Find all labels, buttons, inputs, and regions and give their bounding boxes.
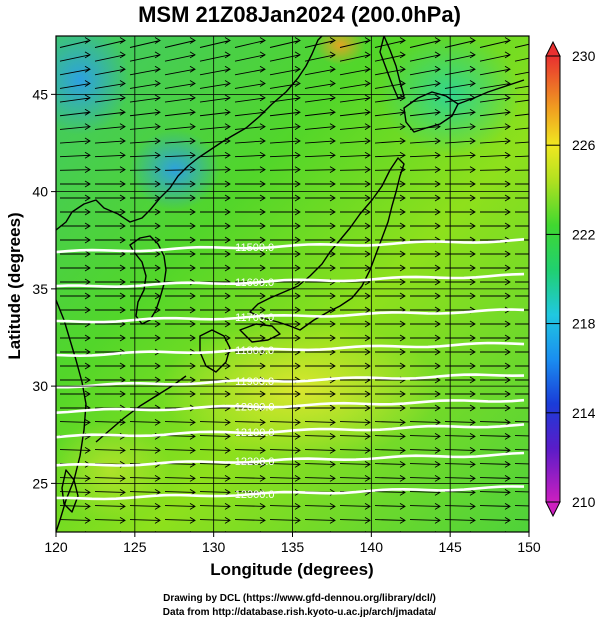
credits: Drawing by DCL (https://www.gfd-dennou.o… [0, 592, 599, 620]
wind-arrow-row [59, 419, 529, 426]
y-tick-label: 35 [32, 281, 48, 297]
x-tick-label: 135 [281, 539, 305, 555]
contour-line [56, 373, 525, 389]
wind-arrow-row [59, 94, 529, 103]
credit-data: Data from http://database.rish.kyoto-u.a… [162, 607, 437, 618]
coastline-sakhalin [379, 36, 405, 99]
contour-label: 11800.0 [235, 345, 274, 357]
contour-line [56, 398, 525, 415]
contour-line [56, 341, 525, 358]
colorbar-tick-label: 214 [572, 405, 596, 421]
wind-arrow-row [59, 37, 529, 48]
colorbar-min-arrow [545, 501, 561, 518]
colorbar-tick-label: 230 [572, 48, 596, 64]
contour-label: 11600.0 [235, 277, 274, 289]
x-tick-label: 145 [438, 539, 462, 555]
height-contours: 11500.0 11600.0 11700.0 11800.0 11900.0 12000… [56, 238, 525, 501]
coastline-taiwan [61, 469, 79, 513]
colorbar-tick-label: 218 [572, 316, 596, 332]
map-figure: 11500.0 11600.0 11700.0 11800.0 11900.0 12000… [5, 35, 596, 579]
wind-arrow-row [59, 517, 529, 524]
wind-arrow-row [60, 362, 529, 370]
coastline-japan-shikoku [239, 323, 281, 343]
colorbar-tick-label: 222 [572, 226, 596, 242]
wind-arrow-row [59, 65, 529, 76]
wind-arrow-row [59, 123, 529, 130]
y-tick-label: 45 [32, 86, 48, 102]
wind-arrow-row [60, 390, 529, 398]
wind-arrow-row [60, 292, 529, 300]
contour-label: 11900.0 [235, 376, 274, 388]
coastline-asia-mainland [56, 36, 323, 231]
map-title: MSM 21Z08Jan2024 (200.0hPa) [138, 2, 461, 27]
y-axis: 25 30 35 40 45 [32, 86, 56, 491]
contour-label: 12200.0 [235, 456, 275, 468]
x-tick-label: 150 [517, 539, 541, 555]
wind-arrow-row [60, 222, 529, 230]
contour-line [56, 272, 525, 289]
contour-line [56, 485, 525, 501]
wind-arrow-row [59, 447, 529, 454]
contour-line [56, 423, 525, 439]
credit-drawing: Drawing by DCL (https://www.gfd-dennou.o… [163, 593, 436, 604]
wind-arrow-row [59, 137, 529, 145]
contour-label: 12300.0 [235, 489, 275, 501]
coastline-kuril [457, 79, 525, 105]
wind-arrow-row [60, 334, 529, 342]
wind-arrow-row [60, 194, 529, 202]
y-tick-label: 40 [32, 184, 48, 200]
wind-vectors [59, 37, 529, 532]
y-axis-title: Latitude (degrees) [5, 212, 24, 359]
x-axis-title: Longitude (degrees) [210, 560, 373, 579]
contour-label: 12000.0 [235, 402, 275, 414]
contour-label: 11500.0 [235, 242, 274, 254]
coastline-korea [129, 235, 167, 325]
wind-arrow-row [59, 80, 529, 89]
wind-arrow-row [59, 151, 529, 159]
colorbar-gradient [545, 55, 561, 503]
graticule [56, 36, 529, 532]
colorbar-max-arrow [545, 40, 561, 57]
y-tick-label: 25 [32, 475, 48, 491]
contour-label: 11700.0 [235, 312, 274, 324]
wind-arrow-row [59, 503, 529, 510]
contour-line [56, 308, 525, 324]
x-tick-label: 140 [360, 539, 384, 555]
contour-line [56, 451, 525, 467]
x-axis: 120 125 130 135 140 145 150 [44, 532, 541, 555]
wind-arrow-row [59, 108, 529, 117]
contour-line [56, 238, 525, 254]
coastline-china-east [56, 299, 87, 532]
wind-arrow-row [60, 236, 529, 244]
colorbar-tick-label: 210 [572, 494, 596, 510]
x-tick-label: 130 [202, 539, 226, 555]
x-tick-label: 125 [123, 539, 147, 555]
wind-arrow-row [60, 264, 529, 272]
y-tick-label: 30 [32, 378, 48, 394]
wind-arrow-row [60, 180, 529, 188]
wind-arrow-row [60, 250, 529, 258]
colorbar: 230 226 222 218 214 210 [545, 40, 596, 518]
wind-arrow-row [59, 51, 529, 62]
coastline-japan-kyushu [199, 329, 231, 373]
contour-label: 12100.0 [235, 427, 275, 439]
colorbar-tick-label: 226 [572, 137, 596, 153]
x-tick-label: 120 [44, 539, 68, 555]
